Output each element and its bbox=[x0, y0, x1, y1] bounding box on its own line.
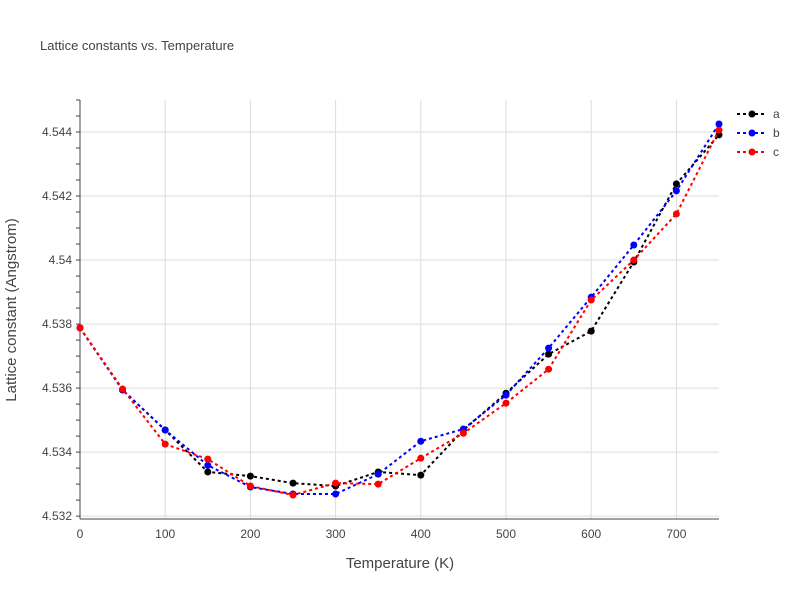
series-line-c bbox=[79, 129, 720, 497]
data-point-c bbox=[672, 210, 680, 218]
data-point-a bbox=[587, 327, 595, 335]
data-point-b bbox=[161, 426, 169, 434]
data-point-c bbox=[459, 429, 467, 437]
data-point-b bbox=[374, 470, 382, 478]
data-point-c bbox=[374, 480, 382, 488]
legend-marker-b bbox=[748, 129, 756, 137]
y-tick-label: 4.54 bbox=[49, 253, 73, 267]
x-tick-label: 200 bbox=[240, 527, 260, 541]
data-point-c bbox=[289, 491, 297, 499]
y-axis-label: Lattice constant (Angstrom) bbox=[3, 218, 20, 401]
y-tick-label: 4.542 bbox=[42, 189, 72, 203]
data-point-b bbox=[672, 187, 680, 195]
data-point-b bbox=[502, 391, 510, 399]
y-tick-label: 4.544 bbox=[42, 125, 72, 139]
legend-label-c: c bbox=[773, 145, 779, 159]
data-point-c bbox=[246, 482, 254, 490]
data-point-b bbox=[630, 241, 638, 249]
x-tick-label: 100 bbox=[155, 527, 175, 541]
data-point-a bbox=[246, 472, 254, 480]
data-point-c bbox=[502, 399, 510, 407]
legend-label-a: a bbox=[773, 107, 780, 121]
data-point-b bbox=[715, 120, 723, 128]
x-tick-label: 0 bbox=[77, 527, 84, 541]
data-point-c bbox=[119, 385, 127, 393]
legend-marker-c bbox=[748, 148, 756, 156]
data-point-c bbox=[715, 126, 723, 134]
y-tick-label: 4.534 bbox=[42, 445, 72, 459]
y-tick-label: 4.532 bbox=[42, 509, 72, 523]
data-point-a bbox=[289, 479, 297, 487]
data-point-a bbox=[204, 468, 212, 476]
y-tick-label: 4.538 bbox=[42, 317, 72, 331]
data-point-c bbox=[332, 479, 340, 487]
data-point-c bbox=[545, 365, 553, 373]
legend-marker-a bbox=[748, 110, 756, 118]
x-tick-label: 600 bbox=[581, 527, 601, 541]
legend-label-b: b bbox=[773, 126, 780, 140]
chart-title: Lattice constants vs. Temperature bbox=[40, 38, 234, 53]
series-line-b bbox=[79, 123, 720, 496]
y-tick-label: 4.536 bbox=[42, 381, 72, 395]
data-point-c bbox=[630, 256, 638, 264]
data-point-b bbox=[332, 490, 340, 498]
data-point-a bbox=[417, 471, 425, 479]
data-point-a bbox=[545, 350, 553, 358]
data-point-a bbox=[672, 180, 680, 188]
data-point-c bbox=[204, 455, 212, 463]
data-point-b bbox=[545, 344, 553, 352]
data-point-a bbox=[715, 131, 723, 139]
series-line-a bbox=[79, 134, 720, 488]
x-tick-label: 500 bbox=[496, 527, 516, 541]
data-point-b bbox=[204, 461, 212, 469]
x-tick-label: 700 bbox=[666, 527, 686, 541]
data-point-c bbox=[76, 324, 84, 332]
data-point-c bbox=[417, 454, 425, 462]
data-point-c bbox=[587, 296, 595, 304]
x-tick-label: 400 bbox=[411, 527, 431, 541]
data-point-b bbox=[417, 437, 425, 445]
x-axis-label: Temperature (K) bbox=[346, 555, 454, 572]
x-tick-label: 300 bbox=[326, 527, 346, 541]
data-point-c bbox=[161, 440, 169, 448]
